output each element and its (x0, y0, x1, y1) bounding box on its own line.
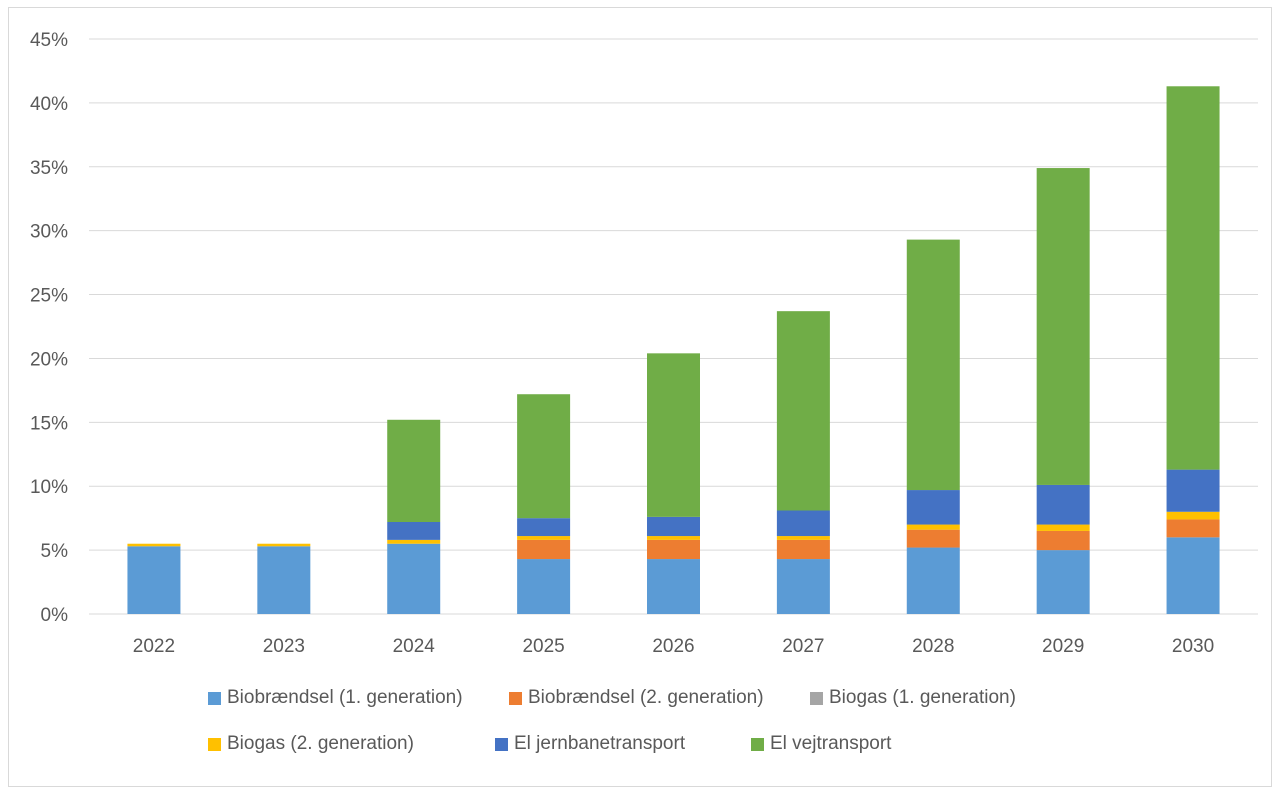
bar-segment (387, 543, 441, 614)
bar-segment (387, 539, 441, 544)
x-tick-label: 2029 (1042, 636, 1084, 657)
bar-segment (387, 419, 441, 522)
bar-segment (906, 490, 960, 525)
x-tick-label: 2026 (652, 636, 694, 657)
bar-segment (1166, 519, 1220, 538)
y-axis-tick-labels: 0% 5% 10% 15% 20% 25% 30% 35% 40% 45% (30, 30, 68, 626)
bar-segment (647, 353, 700, 517)
bar-segment (1036, 550, 1090, 614)
bar-segment (517, 394, 571, 519)
x-axis-tick-labels: 2022 2023 2024 2025 2026 2027 2028 2029 2030 (133, 636, 1214, 657)
bar-segment (257, 543, 311, 547)
bar-segment (776, 311, 830, 511)
y-tick-label: 35% (30, 158, 68, 179)
bar-segment (906, 547, 960, 614)
bar-segment (1036, 524, 1090, 531)
bar-segment (647, 539, 700, 560)
bar-segment (517, 536, 571, 540)
bar-segment (906, 529, 960, 548)
x-tick-label: 2030 (1172, 636, 1214, 657)
y-tick-label: 40% (30, 94, 68, 115)
y-tick-label: 25% (30, 286, 68, 307)
bar-segment (517, 518, 571, 537)
bar-segment (517, 539, 571, 560)
y-tick-label: 45% (30, 30, 68, 51)
bar-segment (1036, 484, 1090, 525)
y-tick-label: 5% (41, 541, 69, 562)
bar-segment (1166, 511, 1220, 520)
bar-segment (647, 559, 700, 614)
x-tick-label: 2022 (133, 636, 175, 657)
bar-segment (127, 543, 181, 547)
bar-segment (1036, 530, 1090, 551)
bar-segment (906, 524, 960, 530)
bar-segment (776, 510, 830, 537)
bar-segment (647, 516, 700, 537)
bar-segment (647, 536, 700, 540)
bar-segment (776, 559, 830, 614)
y-tick-label: 10% (30, 477, 68, 498)
bars (127, 86, 1220, 614)
bar-segment (776, 539, 830, 560)
bar-segment (127, 546, 181, 614)
y-tick-label: 15% (30, 413, 68, 434)
y-tick-label: 30% (30, 222, 68, 243)
bar-segment (1166, 469, 1220, 512)
x-tick-label: 2028 (912, 636, 954, 657)
bar-segment (776, 536, 830, 540)
x-tick-label: 2027 (782, 636, 824, 657)
x-tick-label: 2025 (522, 636, 564, 657)
x-tick-label: 2023 (263, 636, 305, 657)
x-tick-label: 2024 (393, 636, 436, 657)
bar-segment (906, 239, 960, 491)
bar-segment (1166, 86, 1220, 470)
bar-segment (517, 559, 571, 614)
y-tick-label: 0% (41, 605, 69, 626)
bar-segment (257, 546, 311, 614)
y-tick-label: 20% (30, 349, 68, 370)
bar-segment (387, 522, 441, 540)
bar-segment (1036, 168, 1090, 485)
bar-segment (1166, 537, 1220, 614)
